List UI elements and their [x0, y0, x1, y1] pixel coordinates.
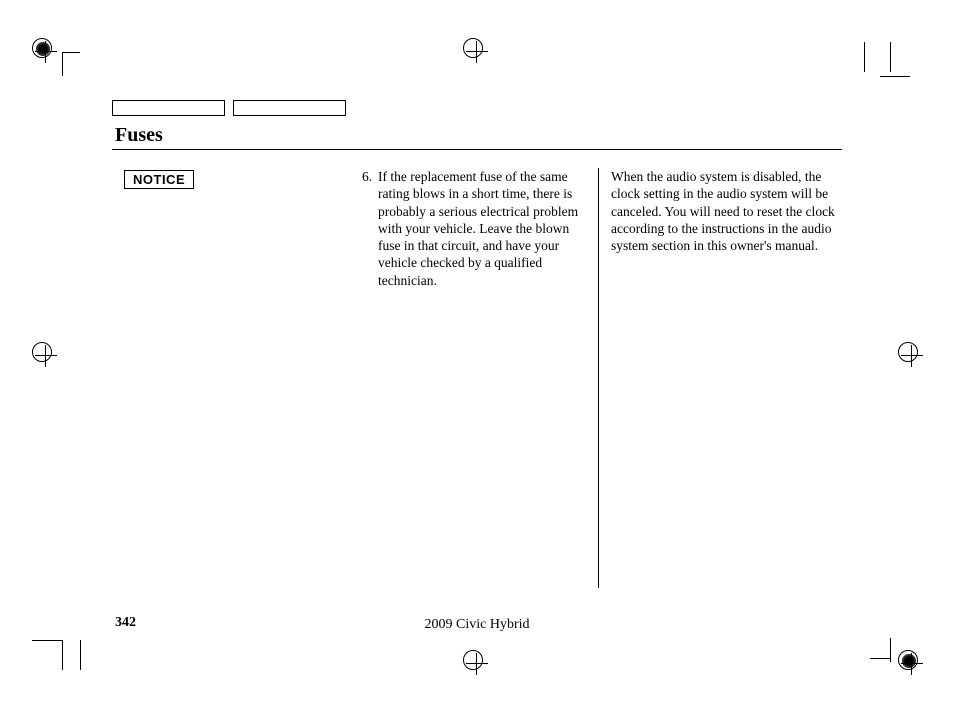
registration-mark-icon [32, 38, 60, 66]
column-2: When the audio system is disabled, the c… [611, 168, 847, 588]
registration-mark-icon [898, 342, 926, 370]
crop-mark [880, 76, 910, 77]
header-box [233, 100, 346, 116]
section-title: Fuses [115, 124, 163, 147]
paragraph: When the audio system is disabled, the c… [611, 168, 835, 254]
manual-page: Fuses NOTICE 6. If the replacement fuse … [0, 0, 954, 710]
header-placeholder-boxes [112, 100, 346, 116]
registration-mark-icon [898, 650, 926, 678]
crop-mark [890, 42, 891, 72]
registration-mark-icon [463, 38, 491, 66]
crop-mark [62, 640, 63, 670]
crop-mark [890, 638, 891, 662]
header-box [112, 100, 225, 116]
column-divider [598, 168, 599, 588]
crop-mark [864, 42, 865, 72]
body-columns: 6. If the replacement fuse of the same r… [362, 168, 847, 588]
notice-badge: NOTICE [124, 170, 194, 189]
crop-mark [32, 640, 62, 641]
crop-mark [62, 52, 63, 76]
list-item: 6. If the replacement fuse of the same r… [362, 168, 586, 289]
registration-mark-icon [32, 342, 60, 370]
registration-mark-icon [463, 650, 491, 678]
list-item-text: If the replacement fuse of the same rati… [378, 168, 586, 289]
crop-mark [62, 52, 80, 53]
crop-mark [870, 658, 890, 659]
crop-mark [80, 640, 81, 670]
column-1: 6. If the replacement fuse of the same r… [362, 168, 598, 588]
title-underline [112, 149, 842, 150]
footer-title: 2009 Civic Hybrid [0, 617, 954, 633]
list-item-number: 6. [362, 168, 378, 289]
notice-label: NOTICE [127, 172, 191, 187]
